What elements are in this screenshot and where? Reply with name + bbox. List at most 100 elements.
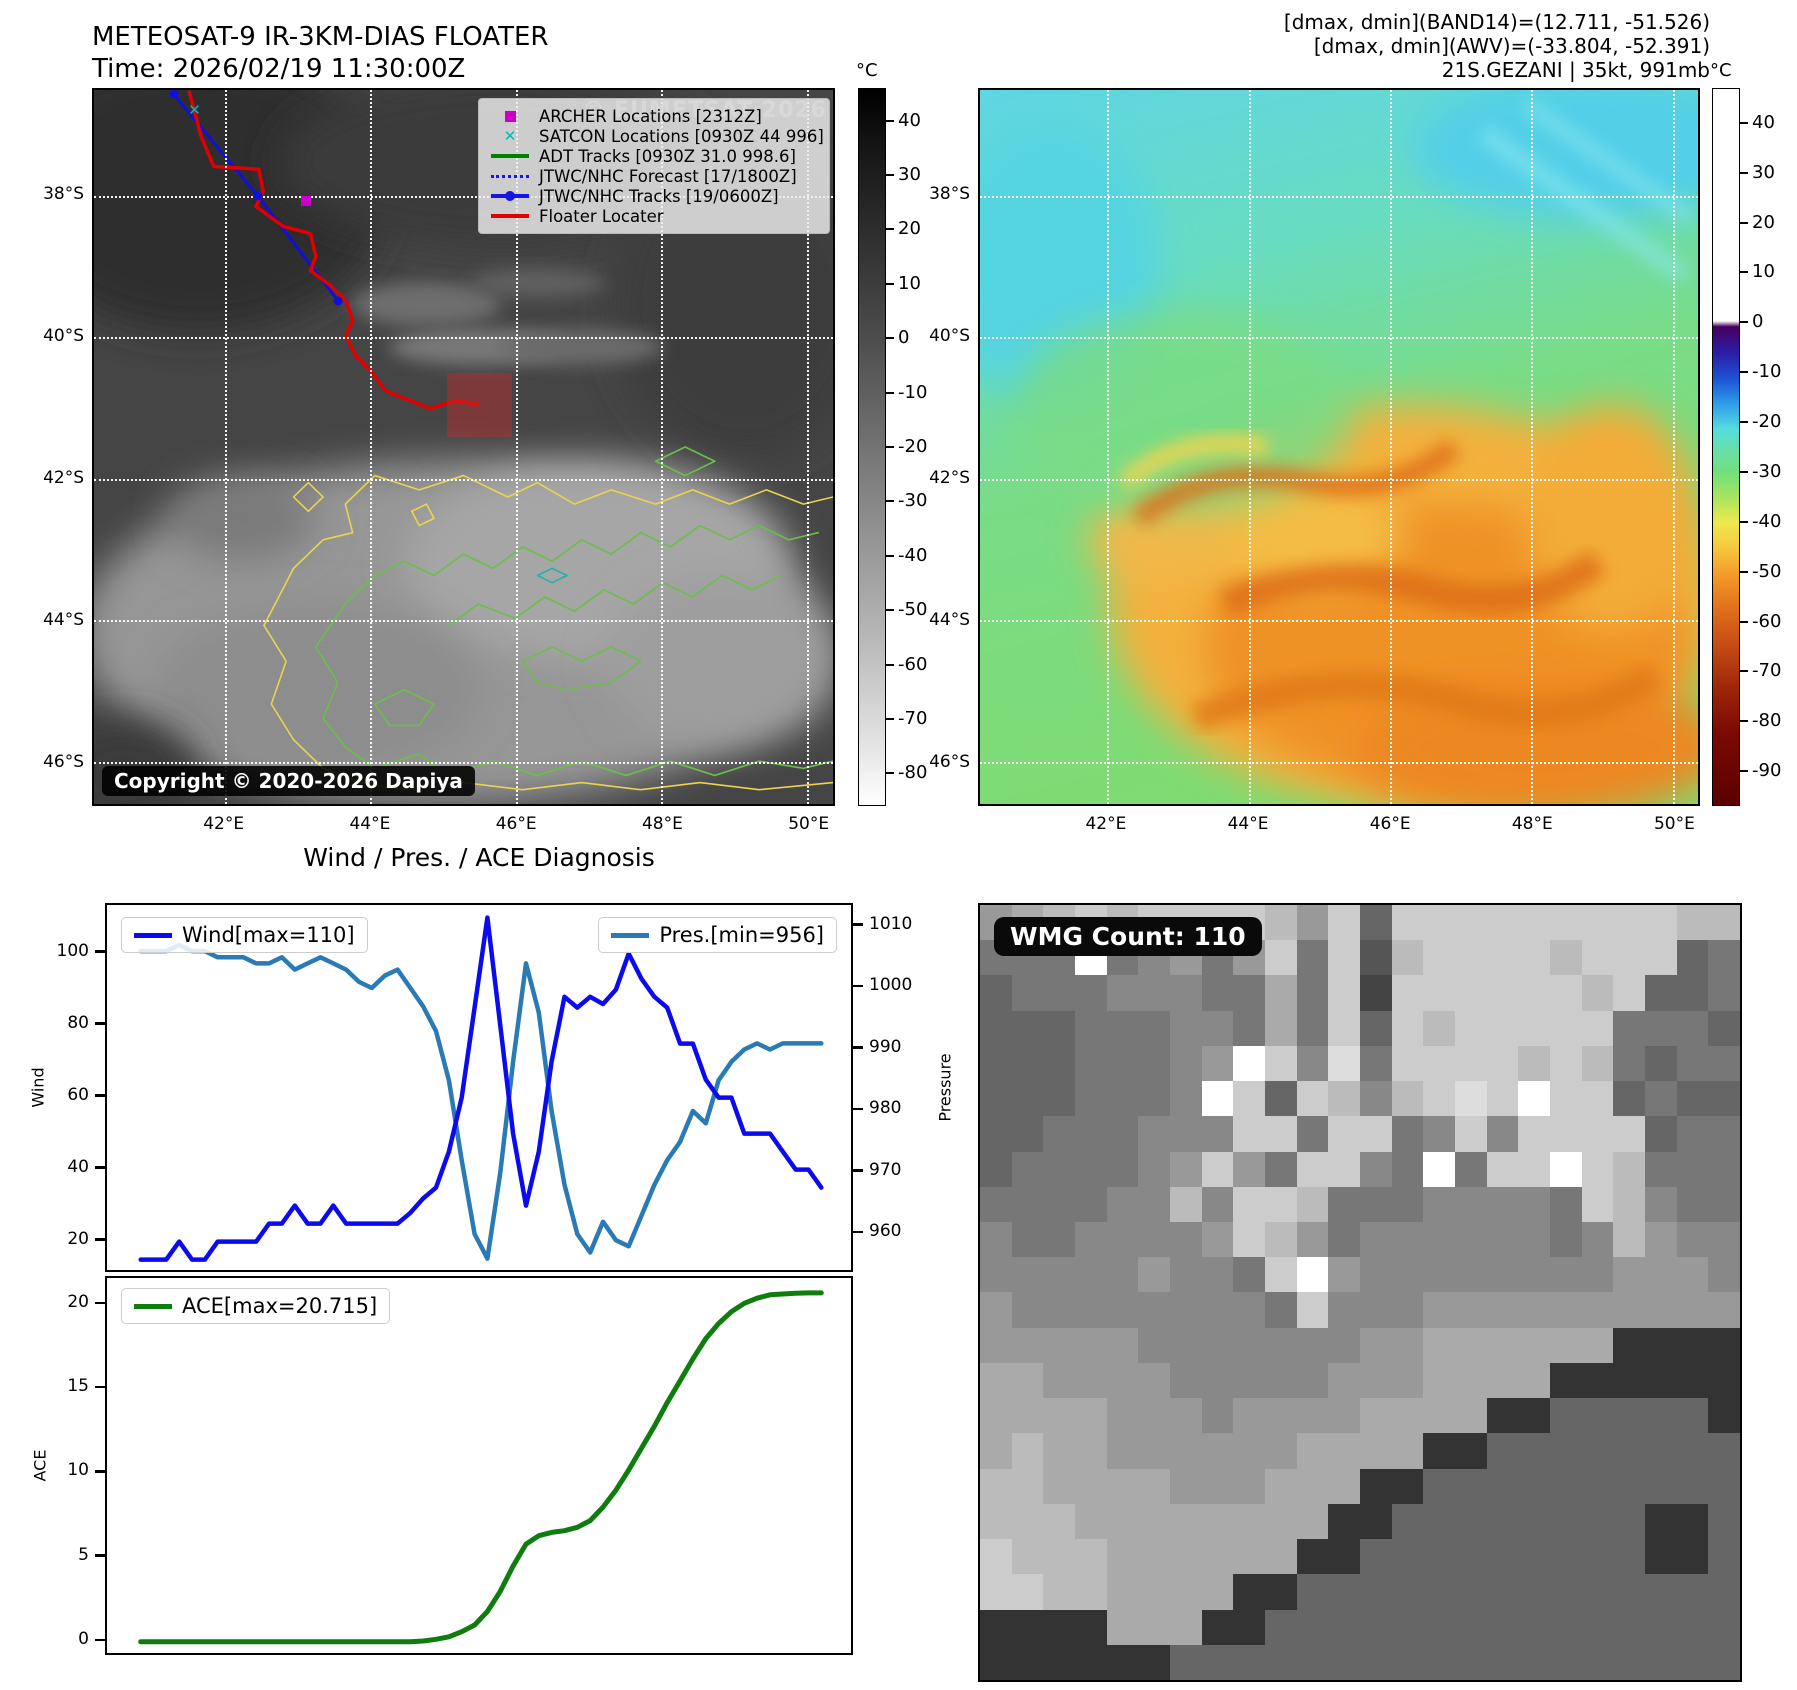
wmg-pixel [1518,1539,1550,1575]
wmg-pixel [1708,1503,1740,1540]
wmg-pixel [1613,1539,1645,1575]
wmg-pixel [1043,1539,1075,1575]
wmg-pixel [1581,1222,1614,1258]
wmg-pixel [1359,1468,1392,1504]
wmg-pixel [1454,1116,1487,1152]
wmg-pixel [1138,1433,1170,1469]
floater-region-box [447,373,512,437]
wmg-pixel [1613,1222,1645,1258]
wmg-pixel [1708,1468,1740,1504]
wmg-pixel [1106,1292,1139,1328]
left-panel-time: Time: 2026/02/19 11:30:00Z [92,54,466,84]
gridline [1107,90,1110,804]
axis-tick-label: 980 [869,1098,902,1119]
wmg-pixel [1296,1116,1329,1152]
wmg-pixel [1549,1398,1582,1434]
gridline [980,620,1698,623]
wmg-pixel [1454,1257,1487,1293]
wmg-pixel [1518,1503,1550,1540]
wmg-pixel [1581,1045,1614,1082]
wmg-pixel [1391,1609,1424,1645]
wmg-pixel [1074,1151,1107,1187]
wmg-pixel [1454,905,1487,941]
wmg-pixel [1011,1574,1044,1610]
wmg-pixel [1138,1398,1170,1434]
wmg-pixel [1423,1362,1455,1399]
gridline [980,337,1698,340]
wmg-pixel [1138,1362,1170,1399]
wmg-pixel [1043,1186,1075,1223]
wmg-pixel [1549,1539,1582,1575]
wmg-pixel [980,1045,1012,1082]
wmg-pixel [1644,1539,1677,1575]
wmg-pixel [1138,1151,1170,1187]
wmg-pixel [1359,1609,1392,1645]
wmg-pixel [1613,1186,1645,1223]
wmg-pixel [1486,1292,1519,1328]
wmg-pixel [1074,1327,1107,1363]
wmg-pixel [1359,1010,1392,1046]
wmg-pixel [1328,1222,1360,1258]
y-tick-label: 38°S [929,183,970,204]
wmg-pixel [1264,1292,1297,1328]
wmg-pixel [1264,905,1297,941]
legend-item: JTWC/NHC Tracks [19/0600Z] [487,186,823,206]
wmg-pixel [1391,1574,1424,1610]
wmg-pixel [1296,1257,1329,1293]
wmg-pixel [1011,1609,1044,1645]
wmg-pixel [1613,1010,1645,1046]
wmg-pixel [1074,1116,1107,1152]
wmg-pixel [1328,1609,1360,1645]
axis-tick-label: 990 [869,1036,902,1057]
colorbar-tick [1740,371,1748,374]
wmg-pixel [1074,1010,1107,1046]
wmg-pixel [1328,1468,1360,1504]
wmg-pixel [1106,1186,1139,1223]
wmg-pixel [1106,1257,1139,1293]
wmg-pixel [1106,1468,1139,1504]
colorbar-tick [886,554,894,557]
wmg-pixel [1644,1609,1677,1645]
axis-tick [853,923,863,926]
wmg-pixel [1011,1398,1044,1434]
wmg-pixel [1708,1539,1740,1575]
wmg-pixel [1518,1574,1550,1610]
wmg-pixel [1169,1362,1202,1399]
wmg-pixel [1233,1222,1265,1258]
y-tick-label: 40°S [929,325,970,346]
colorbar-tick-label: -60 [898,653,928,675]
wmg-pixel [1708,1398,1740,1434]
wmg-pixel [1644,1081,1677,1117]
wmg-pixel [1233,1362,1265,1399]
plot-area [138,915,824,1262]
wmg-pixel [1043,1222,1075,1258]
wmg-pixel [1106,1539,1139,1575]
wmg-pixel [1043,1257,1075,1293]
wmg-pixel [1359,1151,1392,1187]
wmg-pixel [1201,1327,1234,1363]
wmg-pixel [1138,1644,1170,1680]
axis-tick-label: 20 [67,1228,89,1249]
wmg-pixel [1359,1116,1392,1152]
wmg-pixel [1486,1644,1519,1680]
wmg-pixel [1233,1503,1265,1540]
wmg-pixel [1676,1045,1709,1082]
satcon-location-marker: ✕ [188,100,201,119]
wmg-pixel [1454,1151,1487,1187]
ir-satellite-map: © EUMETSAT 2026 ARCHER Locations [2312Z]… [92,88,835,806]
wmg-pixel [1169,1116,1202,1152]
wmg-pixel [1138,1045,1170,1082]
wmg-pixel-grid [980,905,1740,1680]
wmg-pixel [1011,1503,1044,1540]
wmg-pixel [1359,1574,1392,1610]
square-legend-marker [487,110,533,122]
wmg-pixel [1644,1574,1677,1610]
wmg-pixel [1169,1644,1202,1680]
wmg-pixel [1074,1574,1107,1610]
ace-legend-label: ACE[max=20.715] [182,1294,378,1318]
wmg-pixel [1043,1327,1075,1363]
colorbar-unit: °C [1710,60,1732,81]
wmg-pixel [980,1539,1012,1575]
wmg-pixel [1423,1116,1455,1152]
wmg-pixel [1454,1644,1487,1680]
